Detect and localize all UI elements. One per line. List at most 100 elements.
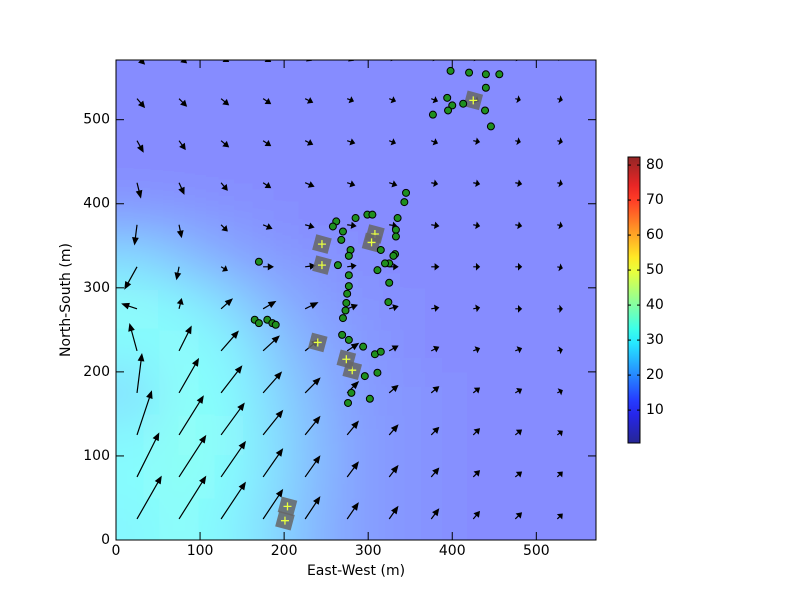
y-tick-label: 0 — [101, 532, 110, 548]
wind-arrow — [515, 221, 523, 230]
wind-arrow — [304, 377, 321, 394]
field-cell — [326, 455, 369, 499]
receptor — [376, 245, 385, 254]
wind-arrow — [473, 137, 481, 146]
wind-arrow — [514, 388, 523, 395]
wind-arrow — [136, 140, 144, 153]
wind-arrow — [346, 138, 356, 146]
wind-arrow — [514, 429, 523, 436]
field-cell — [368, 60, 411, 79]
wind-arrow — [220, 402, 245, 436]
field-cell — [158, 455, 201, 499]
plot-area — [116, 55, 604, 540]
wind-arrow — [599, 139, 604, 144]
field-cell — [284, 60, 327, 79]
receptor — [393, 214, 402, 223]
wind-arrow — [220, 365, 243, 394]
field-cell — [410, 455, 453, 499]
field-cell — [578, 497, 596, 540]
wind-arrow — [304, 496, 321, 520]
field-cell — [536, 60, 579, 79]
receptor — [444, 106, 453, 115]
wind-arrow — [178, 395, 204, 436]
colorbar-tick-label: 50 — [646, 262, 664, 278]
wind-arrow — [220, 224, 228, 232]
wind-arrow — [557, 137, 563, 146]
receptor — [443, 93, 452, 102]
receptor — [368, 210, 377, 219]
wind-arrow — [557, 95, 563, 104]
wind-arrow — [346, 342, 360, 352]
y-axis-label: North-South (m) — [58, 243, 74, 357]
field-cell — [578, 287, 596, 331]
wind-arrow — [304, 181, 315, 188]
field-cell — [578, 413, 596, 457]
wind-arrow — [514, 512, 523, 520]
wind-arrow — [599, 55, 604, 60]
x-axis-label: East-West (m) — [307, 563, 405, 579]
wind-arrow — [305, 262, 316, 270]
field-cell — [578, 329, 596, 373]
wind-arrow — [430, 345, 440, 353]
wind-arrow — [556, 513, 563, 520]
wind-arrow — [388, 464, 399, 478]
field-cell — [578, 77, 596, 121]
receptor — [486, 122, 495, 131]
wind-arrow — [346, 96, 355, 104]
y-tick-label: 500 — [83, 112, 110, 128]
field-cell — [116, 329, 159, 373]
receptor — [271, 320, 280, 329]
x-tick-label: 300 — [355, 543, 382, 559]
receptor — [347, 388, 356, 397]
wind-arrow — [557, 388, 563, 396]
field-cell — [158, 329, 201, 373]
source-marker — [367, 238, 376, 247]
x-tick-label: 100 — [187, 543, 214, 559]
colorbar-gradient — [627, 156, 641, 444]
x-tick-label: 200 — [271, 543, 298, 559]
wind-arrow — [178, 140, 186, 151]
wind-arrow — [515, 179, 523, 188]
field-cell — [200, 371, 243, 415]
wind-arrow — [473, 262, 481, 271]
wind-arrow — [430, 467, 440, 478]
field-cell — [578, 371, 596, 415]
wind-arrow — [262, 97, 272, 105]
wind-arrow — [431, 263, 440, 271]
wind-arrow — [262, 488, 284, 520]
receptor — [344, 335, 353, 344]
wind-arrow — [388, 424, 399, 436]
receptor — [465, 68, 474, 77]
wind-arrow — [178, 475, 207, 520]
field-cell — [578, 60, 596, 79]
wind-arrow — [388, 345, 399, 352]
receptor — [351, 214, 360, 223]
source-marker — [317, 240, 326, 249]
field-cell — [368, 455, 411, 499]
receptor — [384, 298, 393, 307]
wind-arrow — [220, 298, 234, 310]
wind-arrow — [473, 304, 481, 313]
wind-arrow — [128, 322, 138, 352]
wind-arrow — [557, 304, 563, 313]
receptor — [254, 319, 263, 328]
field-cell — [242, 371, 285, 415]
wind-arrow — [599, 473, 604, 477]
concentration-field — [116, 60, 596, 540]
field-cell — [578, 245, 596, 289]
wind-arrow — [174, 266, 182, 281]
field-cell — [242, 455, 285, 499]
receptor — [373, 368, 382, 377]
markers — [250, 66, 504, 531]
receptor — [359, 342, 368, 351]
receptor — [428, 110, 437, 119]
wind-arrow — [599, 306, 604, 311]
source-marker — [342, 355, 351, 364]
receptor — [344, 271, 353, 280]
wind-arrow — [431, 179, 439, 188]
x-tick-label: 0 — [112, 543, 121, 559]
wind-arrow — [136, 352, 145, 393]
wind-arrow — [558, 60, 561, 62]
wind-arrow — [473, 346, 481, 354]
wind-arrow — [176, 224, 184, 239]
